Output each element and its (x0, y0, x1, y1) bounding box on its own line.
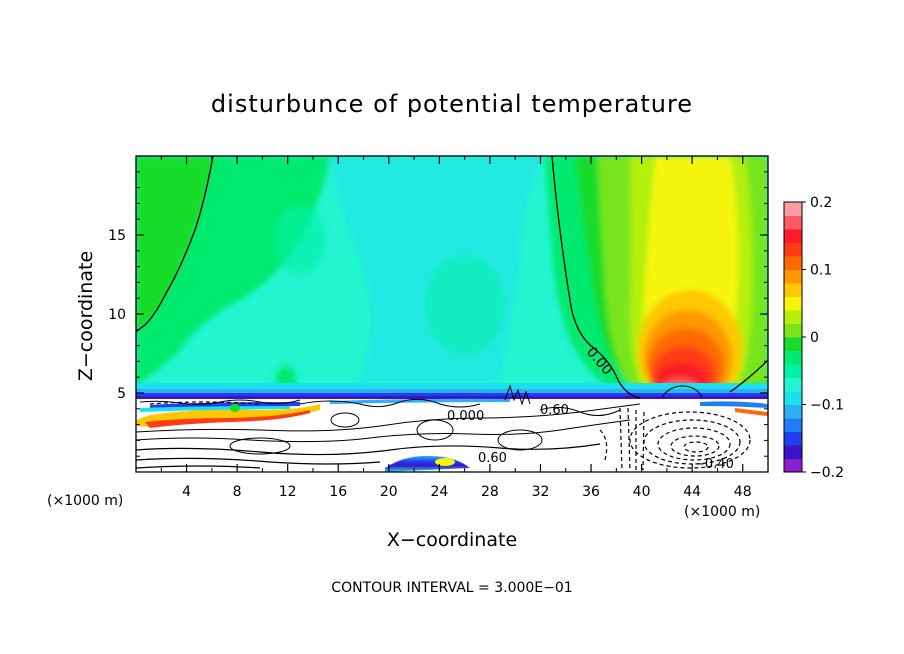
x-tick-label: 12 (279, 484, 297, 500)
x-axis-unit-right: (×1000 m) (684, 504, 760, 520)
x-tick-label: 44 (683, 484, 701, 500)
colorbar-swatch (784, 458, 802, 473)
colorbar-tick-label: 0.1 (810, 263, 832, 279)
colorbar-swatch (784, 296, 802, 311)
colorbar-swatch (784, 242, 802, 257)
contour-lower-7 (299, 398, 481, 408)
colorbar-swatch (784, 283, 802, 297)
colorbar-swatch (784, 404, 802, 419)
region-center-patch-b (425, 255, 505, 355)
colorbar-tick-label: 0 (810, 330, 819, 346)
region-left-green-dark (136, 156, 215, 330)
x-tick-label: 40 (633, 484, 651, 500)
contour-right-edge (729, 359, 768, 393)
band-violet (136, 396, 768, 399)
x-tick-label: 28 (481, 484, 499, 500)
contour-label-right: −0.40 (694, 457, 734, 472)
colorbar-swatch (784, 269, 802, 284)
band-cyan-light (136, 383, 768, 391)
streak-mid-blue (330, 398, 510, 404)
colorbar-swatch (784, 391, 802, 405)
y-axis-ticks: 5 10 15 (108, 171, 768, 457)
streak-right-dark (700, 401, 768, 408)
x-axis-ticks: 4 8 12 16 20 24 28 32 36 40 44 48 (160, 156, 752, 500)
x-axis-label: X−coordinate (387, 529, 517, 551)
contour-lower-2 (136, 419, 631, 443)
contour-interval-note: CONTOUR INTERVAL = 3.000E−01 (331, 580, 572, 596)
band-blue (136, 393, 768, 397)
y-axis-label: Z−coordinate (75, 251, 97, 381)
x-tick-label: 24 (430, 484, 448, 500)
x-tick-label: 16 (329, 484, 347, 500)
colorbar-swatch (784, 350, 802, 365)
contour-label-low-b: 0.60 (540, 403, 569, 418)
contour-mid-wave (539, 406, 621, 416)
colorbar-swatch (784, 377, 802, 392)
x-tick-label: 48 (734, 484, 752, 500)
streak-right-orange (735, 408, 768, 416)
contour-zero-left (136, 156, 214, 333)
contour-zero-right (551, 156, 641, 399)
streak-left-cyan (140, 406, 290, 412)
colorbar-swatch (784, 256, 802, 270)
contour-plume-core (661, 385, 703, 398)
contour-dashed-group (149, 401, 751, 471)
colorbar-tick-label: −0.1 (810, 398, 844, 414)
colorbar-swatch (784, 323, 802, 338)
colorbar-swatch (784, 337, 802, 351)
region-center-patch-a (275, 205, 325, 275)
colorbar-swatch (784, 431, 802, 446)
x-tick-label: 32 (532, 484, 550, 500)
x-tick-label: 8 (233, 484, 242, 500)
streak-left-red (145, 410, 310, 428)
contour-spikes (504, 384, 531, 406)
y-tick-label: 5 (117, 386, 126, 402)
contour-cell-c (497, 429, 543, 451)
contour-cell-a (416, 419, 454, 441)
colorbar-tick-label: 0.2 (810, 195, 832, 211)
colorbar-swatch (784, 418, 802, 432)
contour-cell-d (229, 437, 291, 455)
field-upper (136, 156, 768, 410)
colorbar-swatch (784, 445, 802, 459)
contour-cell-b (330, 412, 360, 428)
y-tick-label: 15 (108, 228, 126, 244)
blob-left-green (230, 404, 240, 412)
colorbar (783, 201, 803, 473)
colorbar-swatch (784, 229, 802, 243)
x-axis-unit-left: (×1000 m) (47, 493, 123, 509)
contour-label-low-a: 0.60 (478, 451, 507, 466)
contour-lower-5 (136, 465, 261, 469)
blob-bottom-yellow (435, 458, 455, 466)
x-tick-label: 36 (582, 484, 600, 500)
colorbar-swatch (784, 310, 802, 324)
contour-lower-4 (136, 457, 381, 465)
chart-title: disturbunce of potential temperature (211, 90, 693, 118)
contour-lines (136, 156, 768, 471)
colorbar-ticks: −0.2 −0.1 0 0.1 0.2 (802, 195, 844, 481)
x-tick-label: 4 (182, 484, 191, 500)
colorbar-swatch (784, 364, 802, 378)
y-tick-label: 10 (108, 307, 126, 323)
contour-label-mid: 0.000 (447, 409, 484, 424)
colorbar-swatch (784, 215, 802, 230)
x-tick-label: 20 (380, 484, 398, 500)
plot-area (136, 156, 768, 472)
band-cyan (136, 389, 768, 394)
colorbar-tick-label: −0.2 (810, 465, 844, 481)
colorbar-swatch (784, 202, 802, 216)
